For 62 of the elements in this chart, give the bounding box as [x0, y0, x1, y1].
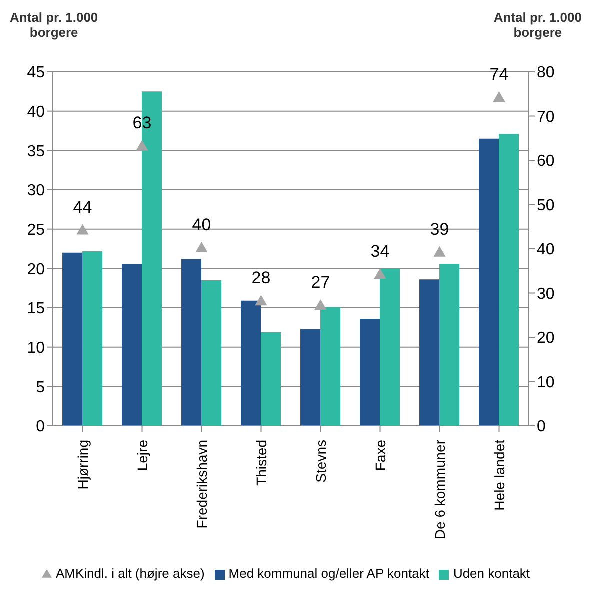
point — [493, 92, 506, 102]
y-tick-label: 20 — [27, 261, 46, 278]
y2-tick-label: 0 — [537, 418, 546, 436]
data-label: 34 — [370, 242, 390, 262]
x-tick-label: Lejre — [134, 440, 150, 472]
y2-tick-label: 40 — [537, 242, 555, 259]
y-tick-label: 5 — [36, 379, 46, 396]
bar — [420, 280, 440, 426]
y2-tick-label: 10 — [537, 374, 555, 392]
x-tick-label: Hjørring — [74, 440, 91, 490]
bar — [202, 280, 222, 426]
point — [76, 224, 89, 235]
y2-tick-label: 80 — [537, 64, 555, 82]
bar — [300, 329, 321, 426]
x-tick-label: Frederikshavn — [194, 440, 210, 529]
point — [374, 268, 386, 280]
bar — [479, 138, 500, 426]
y2-tick-label: 70 — [537, 108, 555, 126]
data-label: 74 — [490, 65, 509, 84]
y-tick-label: 45 — [27, 64, 46, 82]
y2-tick-label: 50 — [537, 197, 555, 214]
legend-label: Med kommunal og/eller AP kontakt — [228, 566, 430, 581]
bar — [320, 307, 341, 426]
point — [255, 295, 268, 306]
x-tick-label: De 6 kommuner — [432, 440, 448, 540]
y2-tick-label: 20 — [537, 330, 555, 348]
data-label: 44 — [73, 198, 92, 217]
data-label: 39 — [430, 220, 450, 239]
bar — [440, 264, 460, 426]
x-tick-label: Faxe — [372, 440, 388, 472]
y2-tick-label: 30 — [537, 286, 555, 303]
y2-axis-title: Antal pr. 1.000 borgere — [494, 10, 582, 40]
y-tick-label: 40 — [27, 104, 46, 122]
data-label: 40 — [192, 215, 212, 234]
bar — [360, 319, 380, 426]
legend-label: Uden kontakt — [453, 566, 530, 581]
y-tick-label: 0 — [36, 418, 46, 436]
y-tick-label: 30 — [27, 182, 46, 200]
bar — [182, 259, 202, 426]
x-tick-label: Thisted — [253, 440, 270, 486]
y-tick-label: 25 — [27, 222, 46, 240]
point — [196, 242, 208, 253]
y2-tick-label: 60 — [537, 153, 555, 170]
x-tick-label: Hele landet — [491, 440, 508, 511]
point — [314, 300, 327, 310]
bar — [82, 251, 103, 426]
data-label: 28 — [252, 268, 271, 288]
point — [434, 246, 446, 257]
x-tick-label: Stevns — [312, 440, 329, 483]
bar — [241, 300, 262, 426]
y-tick-label: 10 — [27, 340, 46, 358]
bar — [261, 332, 282, 426]
bar — [62, 252, 83, 426]
y-tick-label: 35 — [27, 143, 46, 160]
bar — [122, 264, 142, 426]
y-tick-label: 15 — [27, 300, 46, 318]
point — [136, 140, 148, 151]
y-axis-title: Antal pr. 1.000 borgere — [10, 10, 98, 40]
legend-label: AMKindl. i alt (højre akse) — [56, 566, 205, 581]
bar — [499, 134, 520, 426]
data-label: 27 — [311, 273, 330, 292]
bar — [380, 268, 400, 426]
